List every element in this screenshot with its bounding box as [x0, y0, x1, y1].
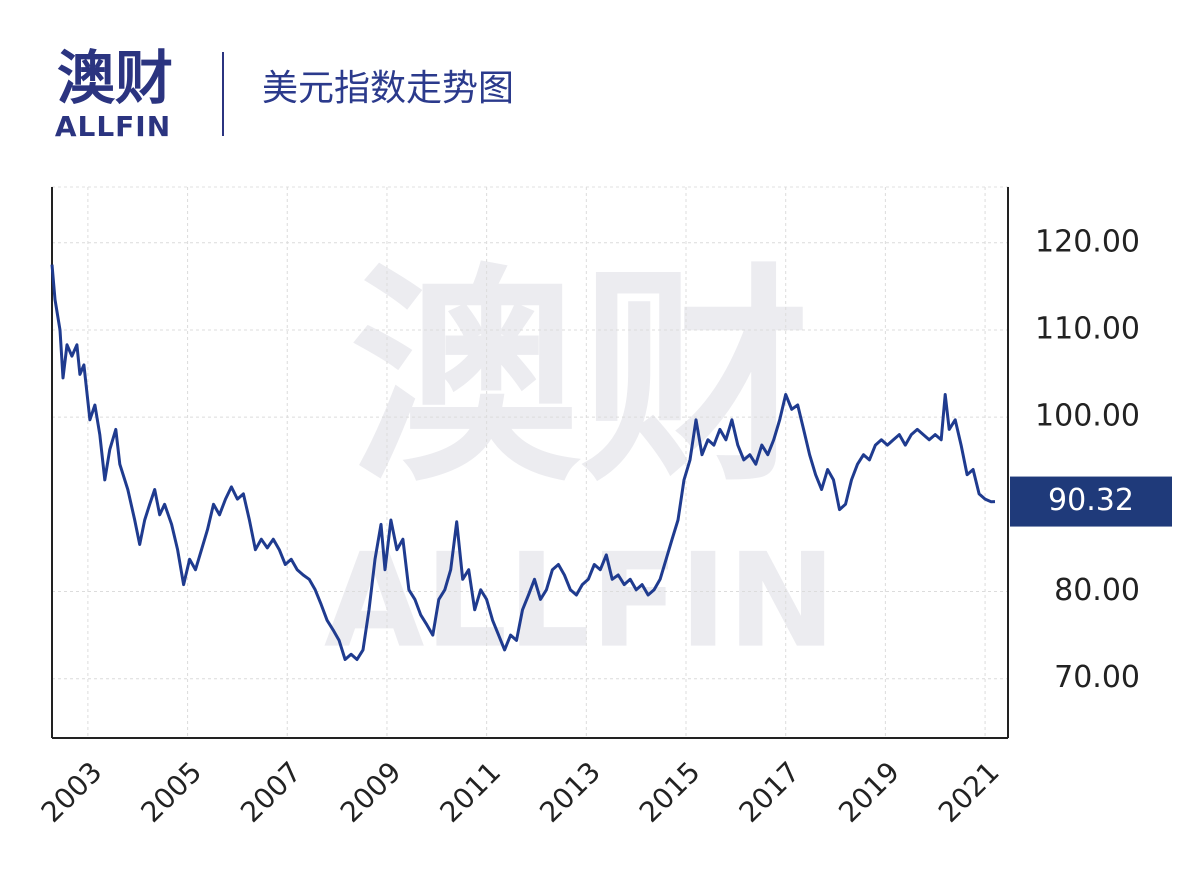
y-tick-label: 120.00: [1035, 224, 1140, 259]
watermark: 澳财: [350, 246, 810, 513]
line: [50, 264, 996, 661]
chart-title: 美元指数走势图: [262, 68, 514, 109]
y-tick-label: 100.00: [1035, 399, 1140, 434]
y-tick-label: 80.00: [1054, 573, 1140, 608]
x-tick-label: 2015: [633, 755, 707, 829]
y-tick-label: 70.00: [1054, 660, 1140, 695]
logo-name: 澳财: [57, 44, 173, 112]
x-tick-label: 2007: [234, 755, 308, 829]
x-tick-label: 2021: [932, 755, 1006, 829]
last-value-label: 90.32: [1048, 483, 1134, 518]
y-tick-label: 110.00: [1035, 311, 1140, 346]
logo-sub: ALLFIN: [55, 110, 171, 143]
x-tick-label: 2017: [733, 755, 807, 829]
x-tick-label: 2009: [334, 755, 408, 829]
last-value-box: [1010, 476, 1172, 527]
x-tick-label: 2011: [434, 755, 508, 829]
watermark: ALLFIN: [324, 525, 836, 677]
x-tick-label: 2003: [35, 755, 109, 829]
x-tick-label: 2013: [533, 755, 607, 829]
x-tick-label: 2019: [832, 755, 906, 829]
x-tick-label: 2005: [134, 755, 208, 829]
